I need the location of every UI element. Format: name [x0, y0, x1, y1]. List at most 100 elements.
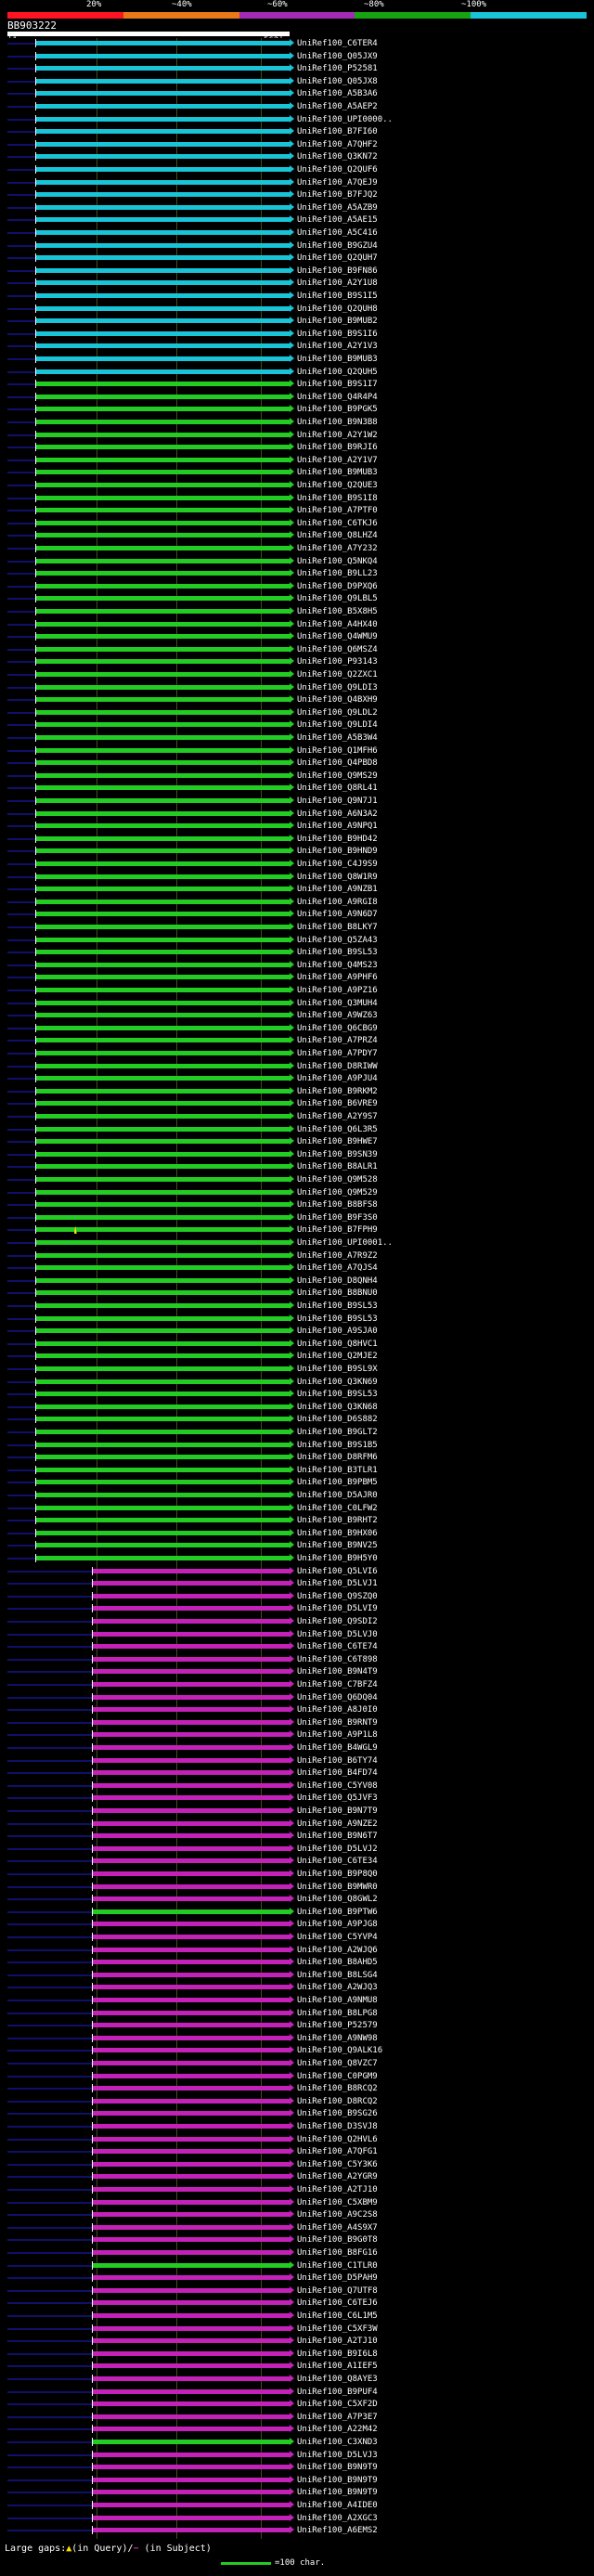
hit-row[interactable]: UniRef100_A2WJQ3: [0, 1982, 594, 1994]
hit-row[interactable]: UniRef100_Q05JX8: [0, 76, 594, 88]
hit-accession-label[interactable]: UniRef100_C6TE74: [297, 1642, 378, 1652]
hit-row[interactable]: UniRef100_Q9SZQ0: [0, 1591, 594, 1603]
hsp-segment[interactable]: [35, 177, 294, 186]
hsp-segment[interactable]: [35, 632, 294, 641]
hit-accession-label[interactable]: UniRef100_A9PJU4: [297, 1074, 378, 1084]
hit-accession-label[interactable]: UniRef100_A7PDY7: [297, 1049, 378, 1058]
hit-row[interactable]: UniRef100_A4S9X7: [0, 2222, 594, 2234]
hsp-segment[interactable]: [35, 278, 294, 287]
hsp-segment[interactable]: [92, 1579, 294, 1587]
hit-row[interactable]: UniRef100_B9SL53: [0, 947, 594, 959]
hsp-segment[interactable]: [35, 1036, 294, 1044]
hit-accession-label[interactable]: UniRef100_Q5ZA43: [297, 935, 378, 945]
hsp-segment[interactable]: [92, 1743, 294, 1751]
hit-accession-label[interactable]: UniRef100_Q4WMU9: [297, 632, 378, 642]
hit-row[interactable]: UniRef100_A2Y1V3: [0, 341, 594, 353]
hit-row[interactable]: UniRef100_Q2HVL6: [0, 2134, 594, 2146]
hit-row[interactable]: UniRef100_D5LVI9: [0, 1603, 594, 1615]
hit-accession-label[interactable]: UniRef100_B6TY74: [297, 1755, 378, 1766]
hit-row[interactable]: UniRef100_B8LPG8: [0, 2008, 594, 2020]
hsp-segment[interactable]: [92, 2311, 294, 2319]
hit-row[interactable]: UniRef100_B4WGL9: [0, 1742, 594, 1754]
hit-accession-label[interactable]: UniRef100_Q9LBL5: [297, 594, 378, 604]
hsp-segment[interactable]: [35, 531, 294, 539]
hsp-segment[interactable]: [35, 1149, 294, 1158]
hit-accession-label[interactable]: UniRef100_B9H5Y0: [297, 1554, 378, 1563]
hit-row[interactable]: UniRef100_Q1MFH6: [0, 745, 594, 757]
hit-accession-label[interactable]: UniRef100_UPI0001..: [297, 1238, 393, 1248]
hsp-segment[interactable]: [35, 1049, 294, 1056]
hit-row[interactable]: UniRef100_D9PXQ6: [0, 581, 594, 593]
hit-row[interactable]: UniRef100_B8LSG4: [0, 1970, 594, 1982]
hit-accession-label[interactable]: UniRef100_Q3MUH4: [297, 998, 378, 1008]
hsp-segment[interactable]: [35, 443, 294, 451]
hit-accession-label[interactable]: UniRef100_B9N9T9: [297, 2475, 378, 2485]
hit-row[interactable]: UniRef100_Q9LDI3: [0, 682, 594, 694]
hsp-segment[interactable]: [92, 1604, 294, 1612]
hsp-segment[interactable]: [35, 355, 294, 362]
hit-row[interactable]: UniRef100_Q6L3R5: [0, 1124, 594, 1136]
hit-row[interactable]: UniRef100_C7BFZ4: [0, 1679, 594, 1691]
hsp-segment[interactable]: [35, 834, 294, 842]
hsp-segment[interactable]: [92, 1970, 294, 1978]
hit-accession-label[interactable]: UniRef100_C6TER4: [297, 39, 378, 48]
hit-accession-label[interactable]: UniRef100_Q9MS29: [297, 770, 378, 781]
hsp-segment[interactable]: [35, 291, 294, 299]
hsp-segment[interactable]: [92, 1819, 294, 1827]
hit-accession-label[interactable]: UniRef100_B9FN86: [297, 265, 378, 276]
hit-accession-label[interactable]: UniRef100_A2TJ10: [297, 2185, 378, 2194]
hsp-segment[interactable]: [92, 1780, 294, 1789]
hit-accession-label[interactable]: UniRef100_B9S1I7: [297, 380, 378, 390]
hsp-segment[interactable]: [35, 1112, 294, 1120]
hit-accession-label[interactable]: UniRef100_A7QFG1: [297, 2147, 378, 2157]
hsp-segment[interactable]: [35, 367, 294, 375]
hsp-segment[interactable]: [35, 1011, 294, 1019]
hsp-segment[interactable]: [35, 1314, 294, 1322]
hit-accession-label[interactable]: UniRef100_Q2QUH5: [297, 367, 378, 377]
hit-accession-label[interactable]: UniRef100_D5LVJ1: [297, 1579, 378, 1589]
hsp-segment[interactable]: [35, 493, 294, 501]
hsp-segment[interactable]: [35, 644, 294, 653]
hsp-segment[interactable]: [35, 707, 294, 716]
hit-accession-label[interactable]: UniRef100_B9MUB3: [297, 468, 378, 478]
hit-row[interactable]: UniRef100_B9S1I7: [0, 379, 594, 391]
hsp-segment[interactable]: [35, 468, 294, 476]
hit-row[interactable]: UniRef100_C5YVP4: [0, 1932, 594, 1944]
hit-row[interactable]: UniRef100_B9LL23: [0, 568, 594, 580]
hsp-segment[interactable]: [35, 1099, 294, 1107]
hit-row[interactable]: UniRef100_A7QFG1: [0, 2146, 594, 2158]
hit-accession-label[interactable]: UniRef100_D8QNH4: [297, 1275, 378, 1286]
hit-row[interactable]: UniRef100_A6EMS2: [0, 2525, 594, 2537]
hit-accession-label[interactable]: UniRef100_B3TLR1: [297, 1465, 378, 1475]
hsp-segment[interactable]: [35, 1465, 294, 1473]
hsp-segment[interactable]: [35, 960, 294, 968]
hit-accession-label[interactable]: UniRef100_B9PUF4: [297, 2387, 378, 2397]
hsp-segment[interactable]: [35, 1528, 294, 1536]
hit-row[interactable]: UniRef100_Q2QUH7: [0, 252, 594, 265]
hit-row[interactable]: UniRef100_C6TKJ6: [0, 518, 594, 530]
hit-row[interactable]: UniRef100_B9I6L8: [0, 2349, 594, 2361]
hit-row[interactable]: UniRef100_A9SJA0: [0, 1326, 594, 1338]
hit-row[interactable]: UniRef100_B8RCQ2: [0, 2083, 594, 2095]
hit-row[interactable]: UniRef100_Q2QUH5: [0, 367, 594, 379]
hsp-segment[interactable]: [35, 1415, 294, 1423]
hit-accession-label[interactable]: UniRef100_A7QHF2: [297, 139, 378, 149]
hit-row[interactable]: UniRef100_Q4PBD8: [0, 757, 594, 770]
hit-row[interactable]: UniRef100_Q9LBL5: [0, 593, 594, 605]
hsp-segment[interactable]: [35, 102, 294, 110]
hsp-segment[interactable]: [35, 860, 294, 867]
hit-accession-label[interactable]: UniRef100_B5X8H5: [297, 607, 378, 616]
hit-row[interactable]: UniRef100_Q8W1R9: [0, 872, 594, 884]
hit-accession-label[interactable]: UniRef100_Q3KN69: [297, 1377, 378, 1387]
hit-accession-label[interactable]: UniRef100_A9NMU8: [297, 1996, 378, 2005]
hsp-segment[interactable]: [92, 1566, 294, 1574]
hit-row[interactable]: UniRef100_B9P8Q0: [0, 1869, 594, 1881]
hsp-segment[interactable]: [92, 2475, 294, 2483]
hit-accession-label[interactable]: UniRef100_Q6DQ04: [297, 1692, 378, 1702]
hit-row[interactable]: UniRef100_A5AZB9: [0, 202, 594, 214]
hit-row[interactable]: UniRef100_Q3MUH4: [0, 998, 594, 1010]
hit-row[interactable]: UniRef100_A5AEP2: [0, 101, 594, 113]
hit-accession-label[interactable]: UniRef100_Q8AYE3: [297, 2375, 378, 2384]
hit-accession-label[interactable]: UniRef100_Q2MJE2: [297, 1352, 378, 1362]
hit-accession-label[interactable]: UniRef100_A9PHF6: [297, 973, 378, 983]
